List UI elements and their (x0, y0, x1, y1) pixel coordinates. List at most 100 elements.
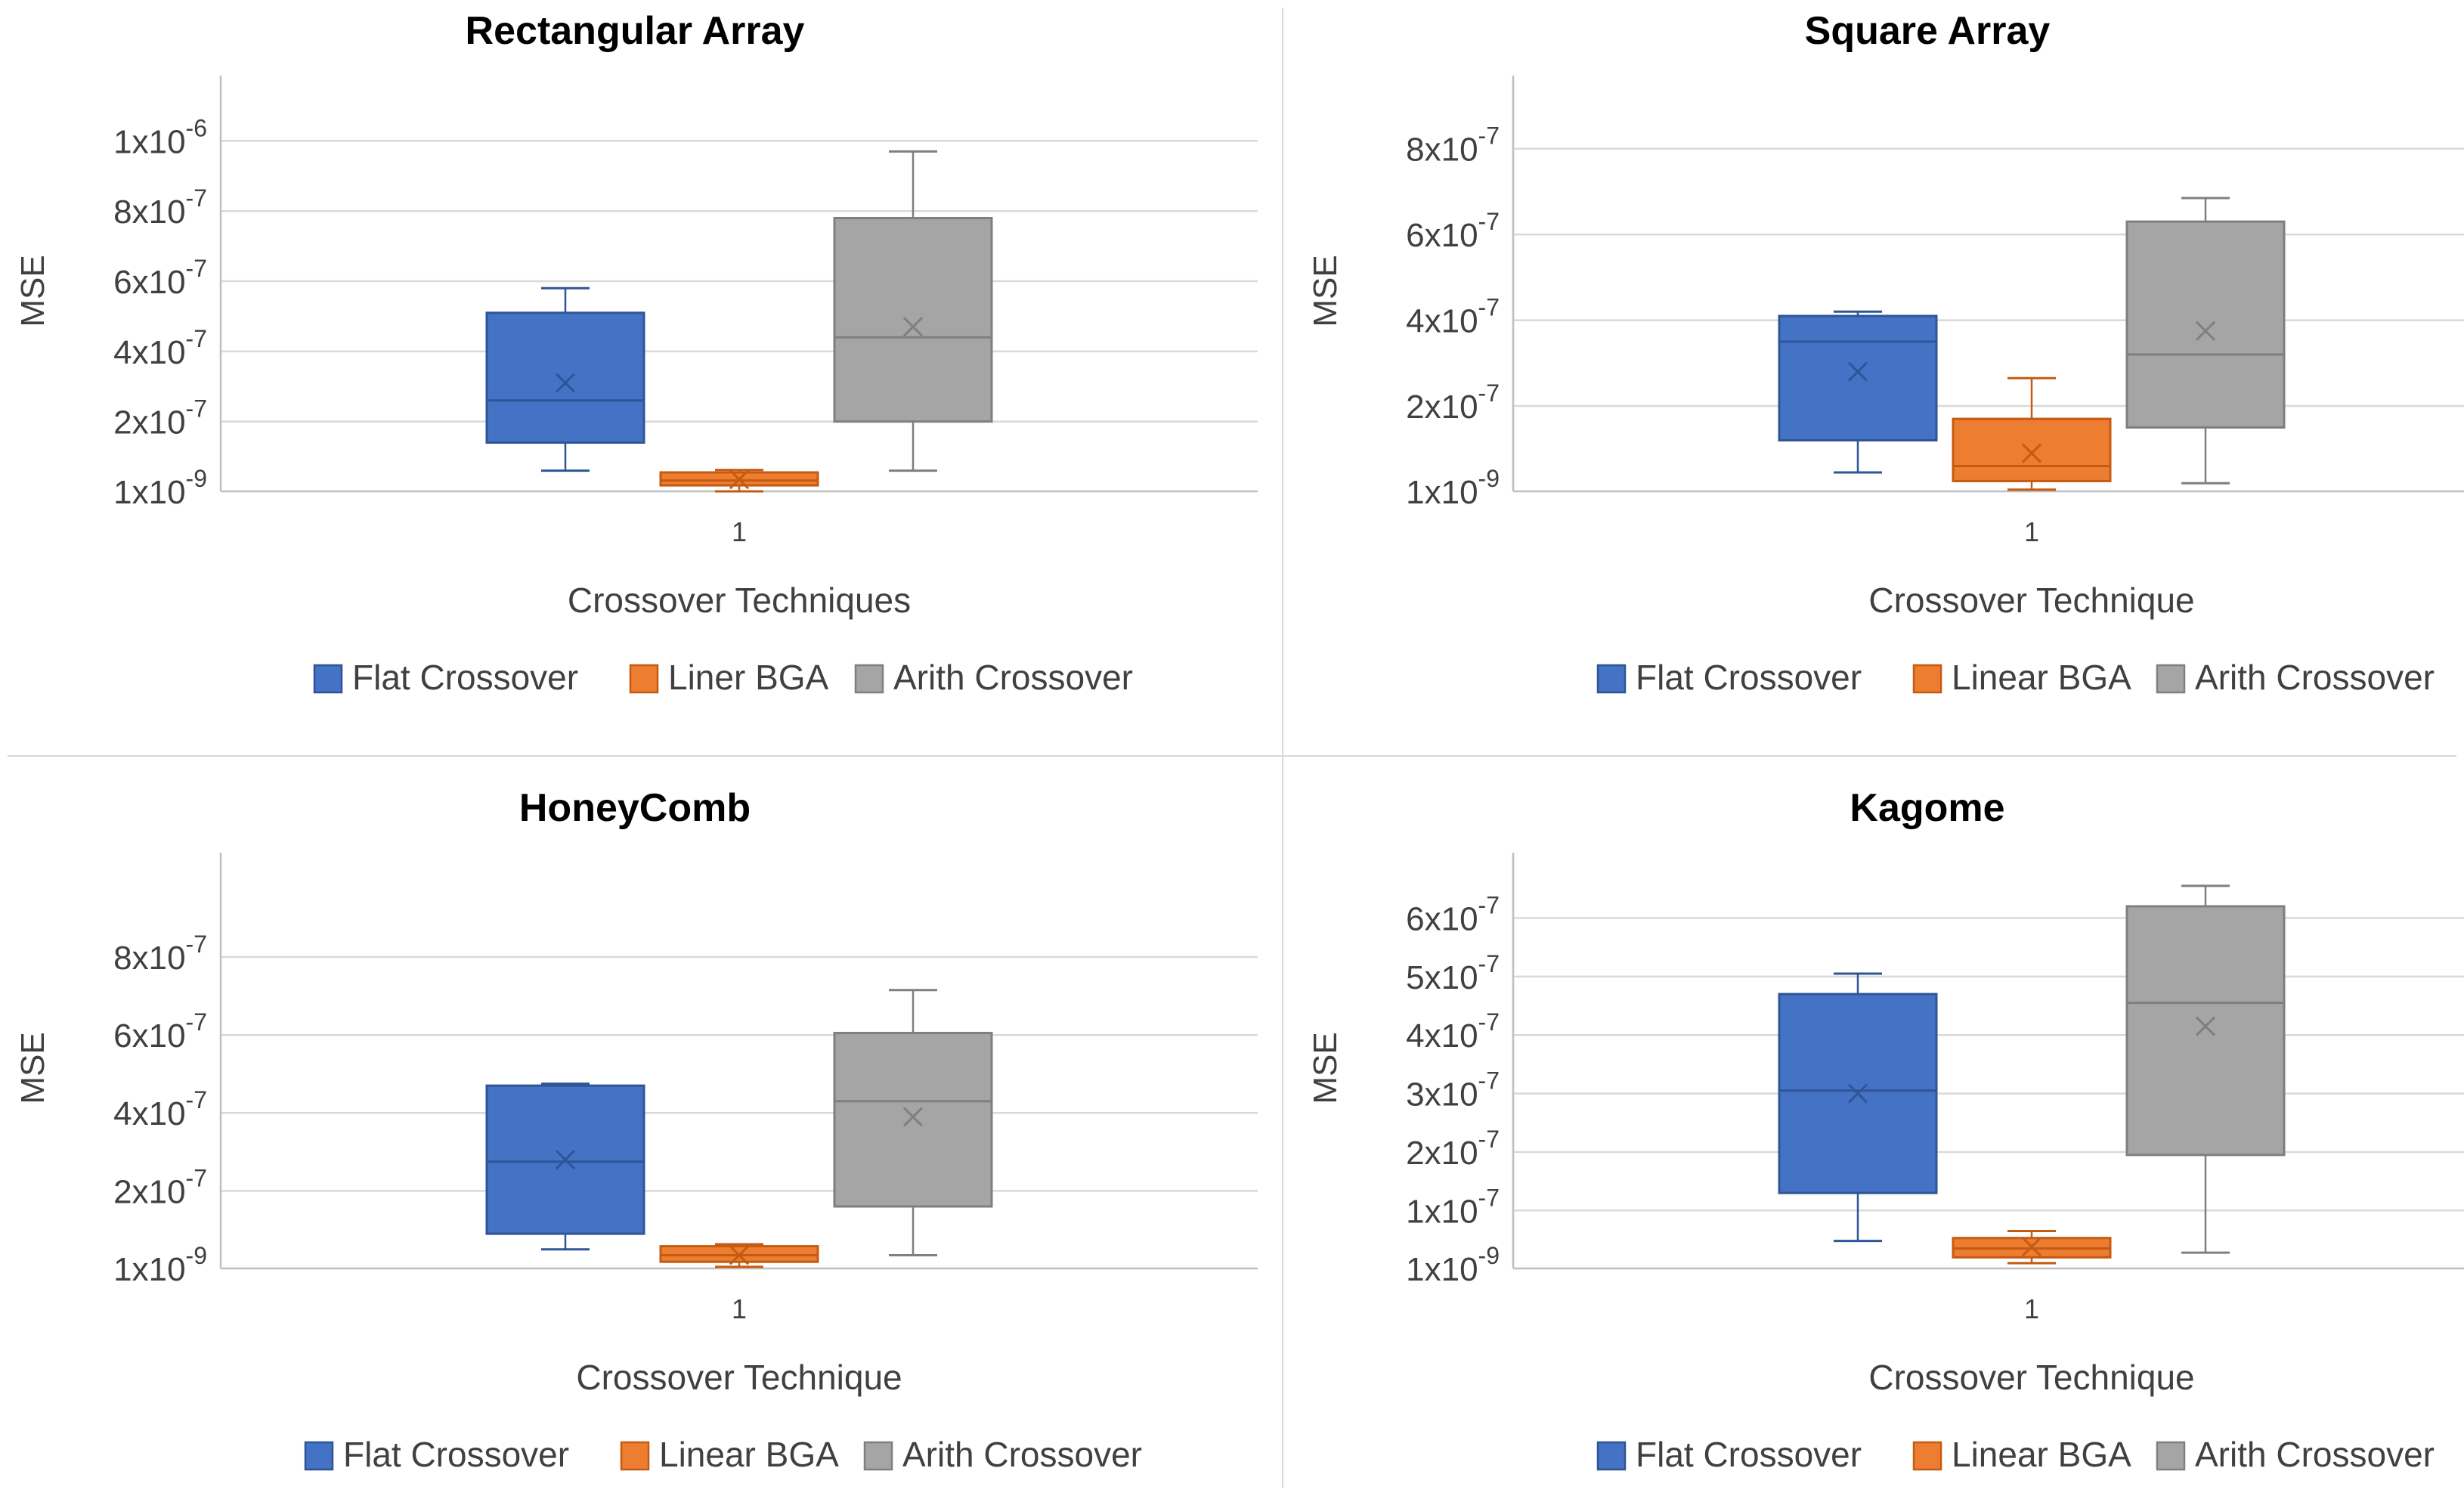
chart-title: Square Array (1805, 9, 2051, 53)
x-tick-label: 1 (2024, 1293, 2039, 1324)
legend-item-arith: Arith Crossover (2156, 1435, 2435, 1474)
box-iqr-arith (833, 216, 993, 423)
legend-swatch-linear (629, 664, 659, 694)
y-tick-label: 1x10-9 (113, 465, 207, 511)
y-tick-label: 8x10-7 (113, 184, 207, 231)
mean-marker-linear (2021, 1237, 2042, 1257)
x-axis-label: Crossover Techniques (568, 581, 911, 620)
mean-marker-flat (555, 373, 576, 393)
chart-title: Rectangular Array (466, 9, 805, 53)
y-tick-label: 4x10-7 (113, 1086, 207, 1132)
box-arith (833, 150, 993, 472)
legend-item-flat: Flat Crossover (1596, 658, 1862, 697)
mean-marker-arith (2195, 321, 2216, 341)
legend-swatch-arith (2156, 1441, 2186, 1471)
legend-item-linear: Linear BGA (1912, 658, 2131, 697)
mean-marker-flat (1847, 1083, 1868, 1104)
box-arith (2125, 197, 2286, 485)
x-axis-label: Crossover Technique (1868, 1358, 2194, 1397)
y-tick-label: 4x10-7 (113, 325, 207, 371)
y-tick-label: 3x10-7 (1406, 1067, 1500, 1113)
legend-label: Linear BGA (1952, 658, 2131, 697)
box-flat (1778, 972, 1938, 1243)
chart-panel-1: Rectangular Array 1x10-9 2x10-7 4x10-7 6x10-… (14, 9, 1258, 697)
box-linear (1952, 376, 2112, 491)
box-iqr-arith (2125, 220, 2286, 429)
legend-swatch-linear (1912, 664, 1942, 694)
legend-label: Flat Crossover (343, 1435, 569, 1474)
x-tick-label: 1 (732, 516, 747, 547)
box-linear (1952, 1229, 2112, 1265)
y-tick-label: 1x10-7 (1406, 1184, 1500, 1230)
box-linear (659, 1243, 819, 1268)
legend-item-arith: Arith Crossover (863, 1435, 1142, 1474)
y-tick-label: 8x10-7 (1406, 122, 1500, 169)
box-iqr-flat (485, 311, 645, 444)
legend-item-flat: Flat Crossover (313, 658, 578, 697)
chart-panel-2: Square Array 1x10-9 2x10-7 4x10-7 6x10-7 8x10… (1307, 9, 2464, 697)
chart-title: HoneyComb (519, 786, 751, 830)
y-axis-label: MSE (1307, 1032, 1344, 1104)
legend-swatch-flat (313, 664, 343, 694)
legend-label: Arith Crossover (2195, 1435, 2435, 1474)
chart-title: Kagome (1850, 786, 2004, 830)
mean-marker-linear (729, 1245, 750, 1265)
y-tick-label: 6x10-7 (113, 1008, 207, 1055)
y-axis-label: MSE (14, 1032, 51, 1104)
y-tick-label: 1x10-6 (113, 114, 207, 160)
box-iqr-arith (2125, 905, 2286, 1157)
legend-swatch-arith (854, 664, 884, 694)
legend-item-flat: Flat Crossover (1596, 1435, 1862, 1474)
legend-swatch-arith (2156, 664, 2186, 694)
chart-panel-3: HoneyComb 1x10-9 2x10-7 4x10-7 6x10-7 8x10-7 M… (14, 786, 1258, 1474)
y-tick-label: 8x10-7 (113, 931, 207, 977)
y-tick-label: 6x10-7 (1406, 208, 1500, 254)
legend-item-linear: Liner BGA (629, 658, 829, 697)
y-tick-label: 1x10-9 (113, 1242, 207, 1288)
box-flat (485, 286, 645, 472)
y-tick-label: 6x10-7 (113, 255, 207, 301)
x-axis-label: Crossover Technique (576, 1358, 902, 1397)
legend-label: Liner BGA (668, 658, 829, 697)
box-iqr-flat (1778, 993, 1938, 1194)
legend-item-arith: Arith Crossover (2156, 658, 2435, 697)
legend-item-arith: Arith Crossover (854, 658, 1133, 697)
y-tick-label: 5x10-7 (1406, 950, 1500, 996)
x-axis-label: Crossover Technique (1868, 581, 2194, 620)
legend-swatch-linear (620, 1441, 650, 1471)
legend-label: Arith Crossover (902, 1435, 1142, 1474)
box-arith (2125, 884, 2286, 1254)
mean-marker-arith (2195, 1016, 2216, 1036)
legend-label: Linear BGA (659, 1435, 839, 1474)
legend-swatch-flat (304, 1441, 334, 1471)
box-iqr-linear (1952, 417, 2112, 482)
legend-label: Flat Crossover (1636, 658, 1862, 697)
x-tick-label: 1 (2024, 516, 2039, 547)
box-iqr-arith (833, 1032, 993, 1208)
y-tick-label: 2x10-7 (1406, 379, 1500, 426)
legend-label: Arith Crossover (893, 658, 1133, 697)
legend-swatch-arith (863, 1441, 893, 1471)
y-tick-label: 6x10-7 (1406, 891, 1500, 937)
y-tick-label: 1x10-9 (1406, 465, 1500, 511)
box-iqr-flat (1778, 314, 1938, 441)
y-tick-label: 2x10-7 (1406, 1126, 1500, 1172)
legend-item-flat: Flat Crossover (304, 1435, 569, 1474)
chart-panel-4: Kagome 1x10-9 1x10-7 2x10-7 3x10-7 4x10-7 5x10… (1307, 786, 2464, 1474)
legend-item-linear: Linear BGA (1912, 1435, 2131, 1474)
mean-marker-linear (729, 469, 750, 490)
legend-label: Flat Crossover (1636, 1435, 1862, 1474)
legend-swatch-flat (1596, 1441, 1627, 1471)
legend-item-linear: Linear BGA (620, 1435, 839, 1474)
legend-label: Flat Crossover (352, 658, 578, 697)
legend-swatch-flat (1596, 664, 1627, 694)
y-axis-label: MSE (14, 255, 51, 327)
box-flat (485, 1082, 645, 1251)
mean-marker-flat (1847, 361, 1868, 382)
x-tick-label: 1 (732, 1293, 747, 1324)
legend-label: Linear BGA (1952, 1435, 2131, 1474)
y-tick-label: 1x10-9 (1406, 1242, 1500, 1288)
legend-swatch-linear (1912, 1441, 1942, 1471)
